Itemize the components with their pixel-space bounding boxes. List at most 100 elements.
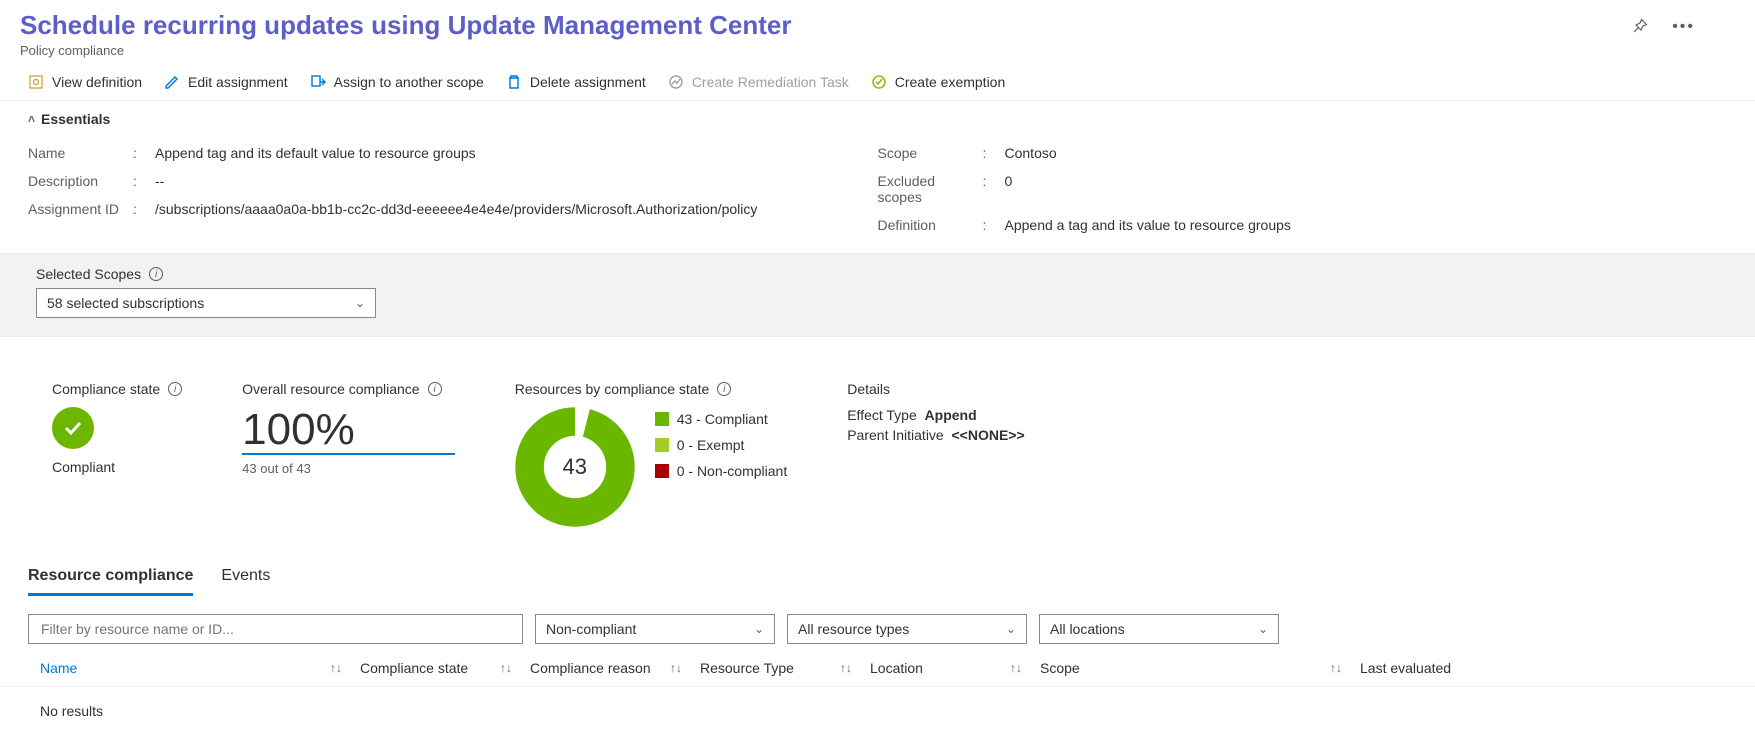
- overall-compliance-card: Overall resource compliance i 100% 43 ou…: [242, 381, 455, 527]
- assign-scope-button[interactable]: Assign to another scope: [310, 74, 484, 90]
- info-icon[interactable]: i: [149, 267, 163, 281]
- excluded-scopes-label: Excluded scopes: [878, 173, 983, 205]
- delete-icon: [506, 74, 522, 90]
- chevron-down-icon: ⌄: [754, 622, 764, 636]
- pin-icon[interactable]: [1632, 18, 1648, 39]
- selected-scopes-value: 58 selected subscriptions: [47, 295, 204, 311]
- edit-assignment-label: Edit assignment: [188, 74, 288, 90]
- column-location-label: Location: [870, 660, 923, 676]
- parent-initiative-label: Parent Initiative: [847, 427, 944, 443]
- excluded-scopes-value: 0: [1005, 173, 1013, 205]
- details-card: Details Effect Type Append Parent Initia…: [847, 381, 1024, 527]
- legend-exempt-label: 0 - Exempt: [677, 437, 745, 453]
- column-last-evaluated[interactable]: Last evaluated: [1360, 660, 1520, 676]
- details-title: Details: [847, 381, 890, 397]
- page-title: Schedule recurring updates using Update …: [20, 10, 1632, 41]
- chevron-down-icon: ⌄: [355, 296, 365, 310]
- column-reason-label: Compliance reason: [530, 660, 651, 676]
- delete-assignment-button[interactable]: Delete assignment: [506, 74, 646, 90]
- column-type-label: Resource Type: [700, 660, 794, 676]
- column-name-label: Name: [40, 660, 77, 676]
- definition-value: Append a tag and its value to resource g…: [1005, 217, 1291, 233]
- sort-icon: ↑↓: [330, 661, 342, 675]
- swatch-noncompliant: [655, 464, 669, 478]
- compliance-filter-value: Non-compliant: [546, 621, 636, 637]
- donut-center-value: 43: [515, 407, 635, 527]
- remediation-icon: [668, 74, 684, 90]
- swatch-compliant: [655, 412, 669, 426]
- view-definition-label: View definition: [52, 74, 142, 90]
- compliance-donut-chart: 43: [515, 407, 635, 527]
- legend-compliant-label: 43 - Compliant: [677, 411, 768, 427]
- assign-icon: [310, 74, 326, 90]
- edit-icon: [164, 74, 180, 90]
- delete-assignment-label: Delete assignment: [530, 74, 646, 90]
- definition-icon: [28, 74, 44, 90]
- tab-events[interactable]: Events: [221, 567, 270, 596]
- selected-scopes-dropdown[interactable]: 58 selected subscriptions ⌄: [36, 288, 376, 318]
- overall-compliance-sub: 43 out of 43: [242, 461, 455, 476]
- resources-by-state-card: Resources by compliance state i 43 43 - …: [515, 381, 788, 527]
- info-icon[interactable]: i: [717, 382, 731, 396]
- sort-icon: ↑↓: [840, 661, 852, 675]
- tab-resource-compliance[interactable]: Resource compliance: [28, 567, 193, 596]
- swatch-exempt: [655, 438, 669, 452]
- create-exemption-button[interactable]: Create exemption: [871, 74, 1006, 90]
- edit-assignment-button[interactable]: Edit assignment: [164, 74, 288, 90]
- legend-compliant: 43 - Compliant: [655, 411, 788, 427]
- column-resource-type[interactable]: Resource Type ↑↓: [700, 660, 870, 676]
- create-remediation-label: Create Remediation Task: [692, 74, 849, 90]
- resources-by-state-title: Resources by compliance state: [515, 381, 710, 397]
- name-label: Name: [28, 145, 133, 161]
- column-compliance-state[interactable]: Compliance state ↑↓: [360, 660, 530, 676]
- essentials-panel: Name : Append tag and its default value …: [0, 131, 1755, 253]
- parent-initiative-value: <<NONE>>: [952, 427, 1025, 443]
- create-exemption-label: Create exemption: [895, 74, 1006, 90]
- compliant-check-icon: [52, 407, 94, 449]
- location-filter-value: All locations: [1050, 621, 1125, 637]
- view-definition-button[interactable]: View definition: [28, 74, 142, 90]
- column-location[interactable]: Location ↑↓: [870, 660, 1040, 676]
- legend-noncompliant-label: 0 - Non-compliant: [677, 463, 788, 479]
- chevron-down-icon: ⌄: [1006, 622, 1016, 636]
- scope-value: Contoso: [1005, 145, 1057, 161]
- effect-type-value: Append: [925, 407, 977, 423]
- selected-scopes-label: Selected Scopes: [36, 266, 141, 282]
- scope-label: Scope: [878, 145, 983, 161]
- compliance-filter-dropdown[interactable]: Non-compliant ⌄: [535, 614, 775, 644]
- info-icon[interactable]: i: [428, 382, 442, 396]
- assignment-id-value: /subscriptions/aaaa0a0a-bb1b-cc2c-dd3d-e…: [155, 201, 757, 217]
- no-results-text: No results: [0, 687, 1755, 735]
- resource-type-filter-value: All resource types: [798, 621, 909, 637]
- location-filter-dropdown[interactable]: All locations ⌄: [1039, 614, 1279, 644]
- chevron-up-icon: ˄: [28, 112, 35, 126]
- sort-icon: ↑↓: [1330, 661, 1342, 675]
- scope-bar: Selected Scopes i 58 selected subscripti…: [0, 253, 1755, 337]
- column-scope[interactable]: Scope ↑↓: [1040, 660, 1360, 676]
- column-state-label: Compliance state: [360, 660, 468, 676]
- name-value: Append tag and its default value to reso…: [155, 145, 476, 161]
- results-table-header: Name ↑↓ Compliance state ↑↓ Compliance r…: [0, 648, 1755, 687]
- sort-icon: ↑↓: [500, 661, 512, 675]
- overall-compliance-title: Overall resource compliance: [242, 381, 419, 397]
- essentials-heading: Essentials: [41, 111, 110, 127]
- toolbar: View definition Edit assignment Assign t…: [0, 64, 1755, 101]
- column-name[interactable]: Name ↑↓: [40, 660, 360, 676]
- column-last-evaluated-label: Last evaluated: [1360, 660, 1451, 676]
- create-remediation-button: Create Remediation Task: [668, 74, 849, 90]
- description-label: Description: [28, 173, 133, 189]
- assign-scope-label: Assign to another scope: [334, 74, 484, 90]
- sort-icon: ↑↓: [1010, 661, 1022, 675]
- assignment-id-label: Assignment ID: [28, 201, 133, 217]
- overall-compliance-percent: 100%: [242, 407, 455, 455]
- resource-type-filter-dropdown[interactable]: All resource types ⌄: [787, 614, 1027, 644]
- essentials-toggle[interactable]: ˄ Essentials: [0, 101, 1755, 131]
- filter-search-input[interactable]: [39, 620, 512, 638]
- compliance-state-title: Compliance state: [52, 381, 160, 397]
- column-compliance-reason[interactable]: Compliance reason ↑↓: [530, 660, 700, 676]
- legend-noncompliant: 0 - Non-compliant: [655, 463, 788, 479]
- more-icon[interactable]: •••: [1672, 18, 1695, 39]
- description-value: --: [155, 173, 164, 189]
- info-icon[interactable]: i: [168, 382, 182, 396]
- exemption-icon: [871, 74, 887, 90]
